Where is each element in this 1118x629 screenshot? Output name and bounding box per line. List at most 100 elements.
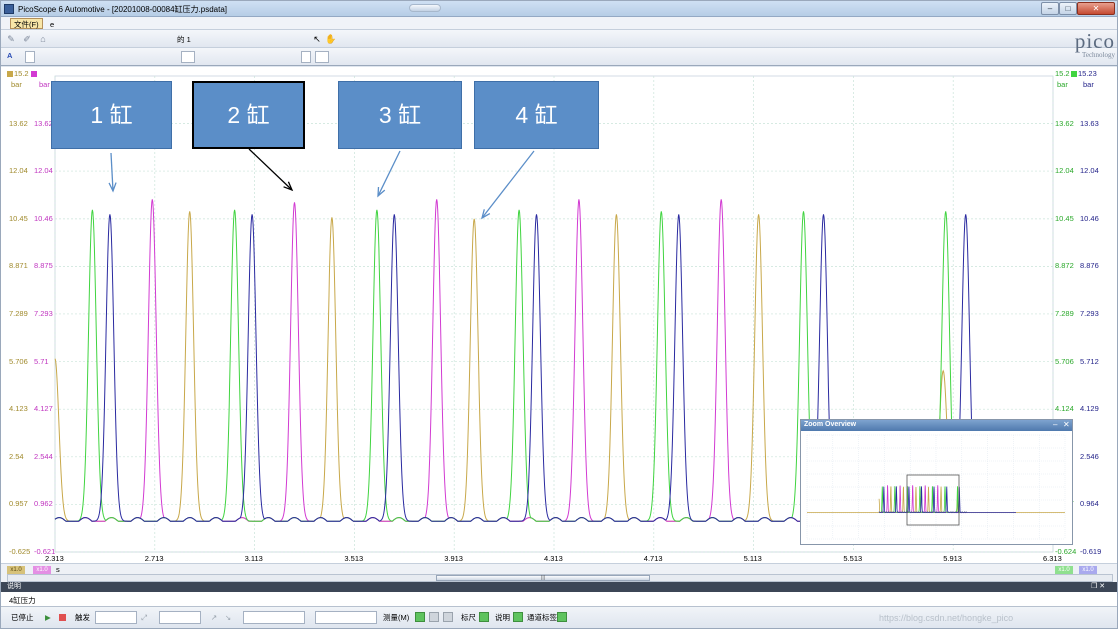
horizontal-scrollbar[interactable]: |||	[7, 574, 1113, 582]
edit-measurement-icon[interactable]	[429, 612, 439, 622]
measurements-label[interactable]: 测量(M)	[383, 613, 410, 622]
zoom-close-button[interactable]: ✕	[1063, 420, 1070, 429]
channel-a-zoom-chip[interactable]: x1.0	[7, 566, 25, 574]
toolbar-dropdown-2[interactable]	[315, 51, 329, 63]
menu-file[interactable]: 文件(F)	[10, 18, 43, 29]
maximize-button[interactable]: □	[1059, 2, 1077, 15]
x-tick-label: 3.113	[244, 554, 263, 563]
callout-cylinder-1: 1 缸	[51, 81, 172, 149]
notes-label[interactable]: 说明	[495, 613, 510, 622]
rising-edge-icon[interactable]: ↗	[211, 613, 218, 622]
toolbar-dropdown[interactable]	[301, 51, 311, 63]
home-icon[interactable]: ⌂	[40, 34, 46, 44]
callout-cylinder-4: 4 缸	[474, 81, 599, 149]
menu-item-partial[interactable]: e	[50, 20, 55, 29]
y-tick-left-a: 7.289	[9, 308, 28, 318]
channel-tags-icon[interactable]	[557, 612, 567, 622]
menu-bar: 文件(F) e	[1, 17, 1117, 30]
y-tick-right-a: 7.289	[1055, 308, 1074, 318]
channel-tags-label[interactable]: 通道标签	[527, 613, 557, 622]
y-tick-right-b: 5.712	[1080, 356, 1099, 366]
y-tick-right-b: 10.46	[1080, 213, 1099, 223]
x-tick-label: 5.113	[743, 554, 762, 563]
trigger-channel-select[interactable]	[159, 611, 201, 624]
y-tick-right-a: 8.872	[1055, 261, 1074, 271]
callout-cylinder-3: 3 缸	[338, 81, 462, 149]
axis-unit-right-a: bar	[1057, 80, 1068, 89]
y-tick-left-a: 2.54	[9, 451, 24, 461]
y-tick-right-a: 13.62	[1055, 118, 1074, 128]
axis-unit-right-b: bar	[1083, 80, 1094, 89]
y-tick-left-b: 2.544	[34, 451, 53, 461]
rulers-icon[interactable]	[479, 612, 489, 622]
zoom-pin-button[interactable]: –	[1053, 420, 1058, 429]
trigger-position-field[interactable]	[315, 611, 377, 624]
y-tick-left-a: 10.45	[9, 213, 28, 223]
hand-tool-icon[interactable]: ✋	[325, 34, 337, 44]
channel-d-zoom-chip[interactable]: x1.0	[1079, 566, 1097, 574]
y-tick-right-a: 4.124	[1055, 404, 1074, 414]
rulers-label[interactable]: 标尺	[461, 613, 476, 622]
y-tick-left-b: 10.46	[34, 213, 53, 223]
y-tick-left-a: 4.123	[9, 404, 28, 414]
notes-panel-title: 说明	[7, 583, 21, 590]
falling-edge-icon[interactable]: ↘	[225, 613, 232, 622]
axis-top-right-a: 15.2	[1055, 69, 1070, 78]
trigger-mode-select[interactable]	[95, 611, 137, 624]
x-tick-label: 4.713	[643, 554, 663, 563]
zoom-overview-plot[interactable]	[801, 431, 1072, 544]
axis-top-right-b: 15.23	[1078, 69, 1097, 78]
stop-icon[interactable]	[59, 614, 66, 621]
close-button[interactable]: ✕	[1077, 2, 1115, 15]
arrow-head-4	[480, 209, 491, 220]
annotation-arrows	[108, 148, 535, 220]
y-tick-right-a: 5.706	[1055, 356, 1074, 366]
axis-top-left-a: 15.2	[14, 69, 29, 78]
notes-icon[interactable]	[513, 612, 523, 622]
x-tick-label: 3.913	[444, 554, 463, 563]
run-icon[interactable]: ▶	[45, 613, 51, 622]
channel-a-range-select[interactable]	[25, 51, 35, 63]
arrow-head-1	[108, 182, 117, 193]
pico-logo: pico Technology	[1037, 31, 1115, 65]
arrow-shaft-3	[377, 150, 401, 197]
add-measurement-icon[interactable]	[415, 612, 425, 622]
zoom-overview-header: Zoom Overview – ✕	[801, 420, 1072, 431]
y-tick-right-b: 8.876	[1080, 261, 1099, 271]
minimize-button[interactable]: –	[1041, 2, 1059, 15]
y-tick-left-a: 8.871	[9, 261, 28, 271]
y-tick-right-b: -0.619	[1080, 547, 1102, 556]
trigger-level-field[interactable]	[243, 611, 305, 624]
x-tick-label: 6.313	[1043, 554, 1062, 563]
y-tick-left-a: -0.625	[9, 547, 31, 556]
channel-c-zoom-chip[interactable]: x1.0	[1055, 566, 1073, 574]
x-tick-label: 4.313	[544, 554, 563, 563]
zoom-overview-panel[interactable]: Zoom Overview – ✕	[800, 419, 1073, 545]
notes-panel-controls[interactable]: ❒ ✕	[1091, 583, 1106, 590]
scrollbar-thumb[interactable]: |||	[436, 575, 650, 581]
arrow-head-3	[377, 186, 386, 198]
toolbar-field[interactable]	[181, 51, 195, 63]
notes-panel-body[interactable]: 4缸压力	[1, 592, 1117, 607]
y-tick-left-b: 4.127	[34, 404, 53, 414]
edit-icon[interactable]: ✐	[23, 34, 31, 44]
notes-text[interactable]: 4缸压力	[9, 596, 36, 605]
y-tick-right-b: 12.04	[1080, 166, 1099, 176]
open-file-icon[interactable]: ✎	[7, 34, 15, 44]
channel-b-zoom-chip[interactable]: x1.0	[33, 566, 51, 574]
y-tick-left-b: -0.621	[34, 547, 56, 556]
status-stopped: 已停止	[11, 613, 34, 622]
x-tick-label: 5.513	[843, 554, 863, 563]
logo-wordmark: pico	[1074, 29, 1115, 53]
channel-a-button[interactable]: A	[7, 51, 13, 60]
delete-measurement-icon[interactable]	[443, 612, 453, 622]
pointer-tool-icon[interactable]: ↖	[313, 34, 321, 44]
horizontal-scroll-row: x1.0 x1.0 s x1.0 x1.0 |||	[1, 563, 1117, 582]
zoom-window-rect[interactable]	[906, 474, 960, 526]
zoom-grid	[806, 434, 1066, 540]
channel-a-marker	[7, 71, 13, 77]
trigger-icon[interactable]: ⤢	[141, 613, 147, 622]
x-axis-unit: s	[56, 565, 60, 574]
notes-panel-header: 说明 ❒ ✕	[1, 582, 1117, 592]
y-tick-left-b: 8.875	[34, 261, 53, 271]
